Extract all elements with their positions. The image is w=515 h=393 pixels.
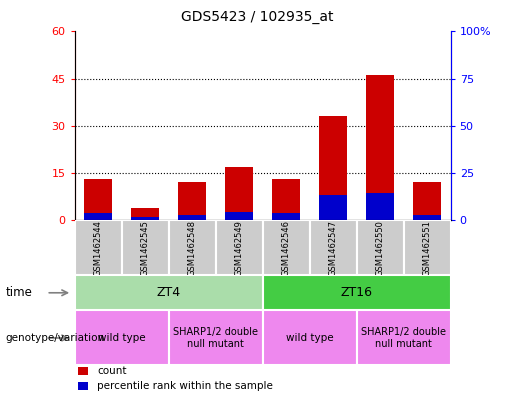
Bar [168, 310, 263, 365]
Bar [122, 220, 168, 275]
Bar [310, 220, 356, 275]
Bar [272, 179, 300, 220]
Bar [356, 220, 404, 275]
Text: ZT4: ZT4 [157, 286, 181, 299]
Bar [75, 275, 263, 310]
Text: GSM1462547: GSM1462547 [329, 220, 338, 275]
Text: count: count [97, 366, 127, 376]
Bar [413, 182, 441, 220]
Text: SHARP1/2 double
null mutant: SHARP1/2 double null mutant [173, 327, 258, 349]
Bar [366, 75, 394, 220]
Bar [178, 215, 206, 220]
Bar [216, 220, 263, 275]
Bar [178, 182, 206, 220]
Bar [75, 310, 168, 365]
Bar [404, 220, 451, 275]
Text: GSM1462545: GSM1462545 [141, 220, 150, 275]
Text: GDS5423 / 102935_at: GDS5423 / 102935_at [181, 10, 334, 24]
Text: GSM1462548: GSM1462548 [187, 220, 197, 275]
Bar [131, 208, 159, 220]
Bar [225, 167, 253, 220]
Text: SHARP1/2 double
null mutant: SHARP1/2 double null mutant [361, 327, 446, 349]
Text: wild type: wild type [98, 333, 145, 343]
Text: GSM1462550: GSM1462550 [375, 220, 385, 275]
Bar [78, 367, 88, 375]
Bar [84, 213, 112, 220]
Bar [366, 193, 394, 220]
Bar [356, 310, 451, 365]
Text: GSM1462549: GSM1462549 [235, 220, 244, 275]
Bar [263, 310, 356, 365]
Text: genotype/variation: genotype/variation [5, 333, 104, 343]
Bar [84, 179, 112, 220]
Bar [78, 382, 88, 390]
Bar [75, 220, 122, 275]
Text: time: time [5, 286, 32, 299]
Text: GSM1462551: GSM1462551 [423, 220, 432, 275]
Text: wild type: wild type [286, 333, 333, 343]
Bar [225, 211, 253, 220]
Text: GSM1462544: GSM1462544 [94, 220, 102, 275]
Bar [272, 213, 300, 220]
Bar [413, 215, 441, 220]
Bar [168, 220, 216, 275]
Bar [263, 220, 310, 275]
Text: GSM1462546: GSM1462546 [282, 220, 290, 275]
Bar [263, 275, 451, 310]
Bar [131, 217, 159, 220]
Bar [319, 116, 347, 220]
Bar [319, 195, 347, 220]
Text: percentile rank within the sample: percentile rank within the sample [97, 381, 273, 391]
Text: ZT16: ZT16 [340, 286, 373, 299]
